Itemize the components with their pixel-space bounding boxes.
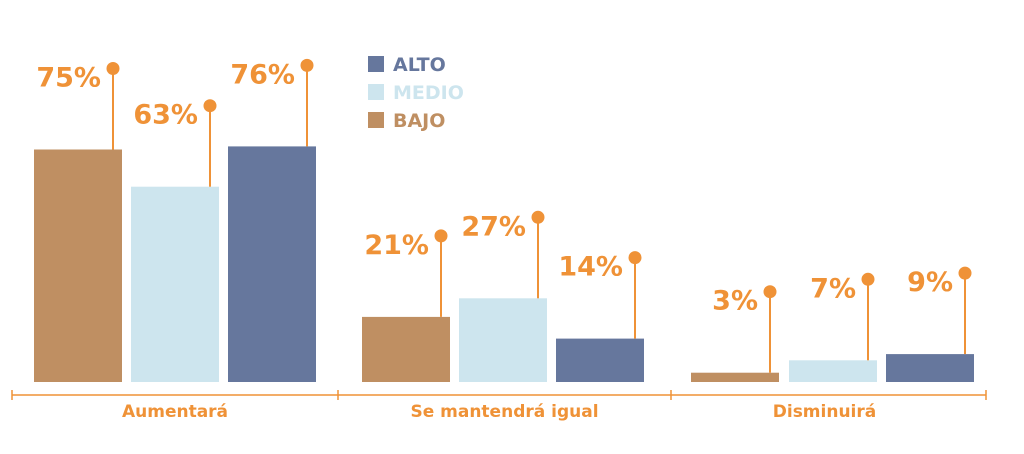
value-label-bajo-1: 21% — [364, 230, 429, 261]
bar-bajo-2 — [691, 372, 779, 382]
leader-dot-alto-0 — [300, 58, 314, 72]
value-label-medio-2: 7% — [810, 273, 856, 304]
x-tick-label-2: Disminuirá — [773, 402, 877, 422]
leader-dot-medio-1 — [531, 210, 545, 224]
bars-layer — [34, 146, 974, 382]
value-label-alto-0: 76% — [230, 59, 295, 90]
x-tick-label-0: Aumentará — [122, 402, 228, 422]
bar-alto-0 — [228, 146, 316, 382]
legend-swatch-medio — [368, 84, 384, 100]
value-label-bajo-0: 75% — [36, 63, 101, 94]
leader-dot-medio-2 — [861, 272, 875, 286]
bar-medio-2 — [789, 360, 877, 382]
leaders-layer — [106, 58, 972, 373]
legend-label-bajo: BAJO — [393, 110, 445, 132]
bar-bajo-0 — [34, 149, 122, 382]
leader-dot-alto-1 — [628, 251, 642, 265]
x-axis: Aumentará Se mantendrá igual Disminuirá — [11, 390, 987, 422]
value-label-alto-2: 9% — [907, 267, 953, 298]
leader-dot-bajo-0 — [106, 62, 120, 75]
legend-swatch-bajo — [368, 112, 384, 128]
leader-dot-bajo-2 — [763, 285, 777, 299]
value-label-medio-0: 63% — [133, 100, 198, 131]
leader-dot-alto-2 — [958, 266, 972, 280]
legend-swatch-alto — [368, 56, 384, 72]
bar-alto-2 — [886, 354, 974, 382]
bar-alto-1 — [556, 338, 644, 382]
bar-medio-0 — [131, 186, 219, 382]
legend-label-medio: MEDIO — [393, 82, 464, 104]
bar-bajo-1 — [362, 316, 450, 382]
value-labels-layer: 75% 63% 76% 21% 27% 14% 3% 7% 9% — [36, 59, 953, 316]
leader-dot-medio-0 — [203, 99, 217, 113]
leader-dot-bajo-1 — [434, 229, 448, 243]
legend: ALTO MEDIO BAJO — [368, 54, 464, 132]
value-label-alto-1: 14% — [558, 252, 623, 283]
bar-medio-1 — [459, 298, 547, 382]
value-label-medio-1: 27% — [461, 211, 526, 242]
value-label-bajo-2: 3% — [712, 286, 758, 317]
legend-label-alto: ALTO — [393, 54, 446, 76]
x-tick-label-1: Se mantendrá igual — [410, 402, 598, 422]
